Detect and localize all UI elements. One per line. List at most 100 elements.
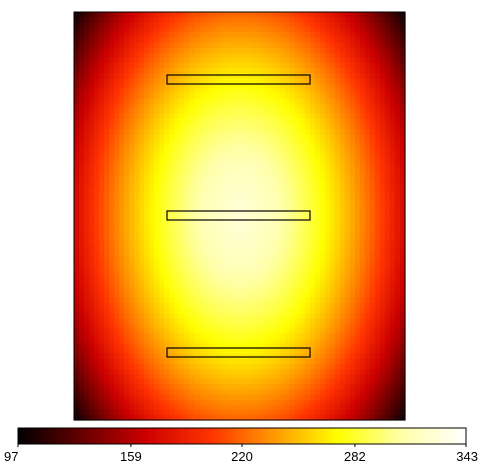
heatmap-cell	[199, 251, 205, 258]
heatmap-cell	[199, 78, 205, 84]
heatmap-cell	[399, 251, 406, 258]
heatmap-cell	[229, 27, 236, 33]
heatmap-cell	[349, 108, 356, 115]
heatmap-cell	[94, 358, 100, 365]
heatmap-cell	[209, 343, 216, 350]
heatmap-cell	[399, 144, 406, 151]
heatmap-cell	[299, 216, 306, 222]
heatmap-cell	[79, 119, 85, 125]
heatmap-cell	[199, 210, 205, 217]
heatmap-cell	[99, 358, 105, 365]
heatmap-cell	[254, 210, 261, 217]
heatmap-cell	[359, 323, 366, 329]
heatmap-cell	[359, 190, 366, 197]
heatmap-cell	[304, 307, 311, 314]
heatmap-cell	[134, 221, 140, 227]
heatmap-cell	[254, 282, 261, 288]
heatmap-cell	[304, 282, 311, 288]
heatmap-cell	[299, 114, 306, 120]
heatmap-cell	[194, 37, 200, 44]
heatmap-cell	[344, 343, 351, 350]
heatmap-cell	[284, 149, 291, 156]
heatmap-cell	[159, 83, 165, 90]
heatmap-cell	[279, 73, 286, 79]
heatmap-cell	[109, 73, 115, 79]
heatmap-cell	[389, 32, 396, 39]
heatmap-cell	[99, 338, 105, 345]
heatmap-cell	[354, 12, 361, 18]
heatmap-cell	[329, 124, 336, 130]
heatmap-cell	[114, 205, 120, 212]
heatmap-cell	[384, 119, 391, 125]
heatmap-cell	[369, 27, 376, 33]
heatmap-cell	[124, 379, 130, 385]
heatmap-cell	[334, 282, 341, 288]
heatmap-cell	[364, 363, 371, 370]
heatmap-cell	[314, 88, 321, 95]
heatmap-cell	[254, 307, 261, 314]
heatmap-cell	[94, 251, 100, 258]
heatmap-cell	[179, 384, 185, 390]
heatmap-cell	[199, 363, 205, 370]
heatmap-cell	[124, 374, 130, 380]
heatmap-cell	[344, 379, 351, 385]
heatmap-cell	[279, 328, 286, 334]
heatmap-cell	[94, 159, 100, 166]
heatmap-cell	[399, 221, 406, 227]
heatmap-cell	[159, 231, 165, 237]
heatmap-cell	[259, 63, 266, 69]
heatmap-cell	[129, 216, 135, 222]
heatmap-cell	[384, 180, 391, 186]
heatmap-cell	[249, 73, 256, 79]
heatmap-cell	[349, 384, 356, 390]
heatmap-cell	[279, 312, 286, 319]
heatmap-cell	[349, 292, 356, 299]
heatmap-cell	[384, 149, 391, 156]
heatmap-cell	[229, 88, 236, 95]
heatmap-cell	[194, 195, 200, 202]
heatmap-cell	[199, 68, 205, 74]
heatmap-cell	[289, 17, 296, 23]
heatmap-cell	[384, 236, 391, 243]
heatmap-cell	[94, 37, 100, 44]
heatmap-cell	[399, 272, 406, 278]
heatmap-cell	[84, 114, 90, 120]
heatmap-cell	[294, 190, 301, 197]
heatmap-cell	[84, 119, 90, 125]
heatmap-cell	[164, 119, 170, 125]
heatmap-cell	[174, 165, 180, 171]
heatmap-cell	[264, 195, 271, 202]
heatmap-cell	[309, 134, 316, 141]
heatmap-cell	[89, 292, 95, 299]
heatmap-cell	[129, 353, 135, 360]
heatmap-cell	[194, 190, 200, 197]
heatmap-cell	[234, 37, 241, 44]
heatmap-cell	[94, 302, 100, 309]
heatmap-cell	[79, 251, 85, 258]
heatmap-cell	[104, 307, 110, 314]
heatmap-cell	[389, 134, 396, 141]
heatmap-cell	[119, 282, 125, 288]
heatmap-cell	[374, 302, 381, 309]
heatmap-cell	[94, 267, 100, 273]
heatmap-cell	[294, 134, 301, 141]
heatmap-cell	[139, 287, 145, 294]
heatmap-cell	[199, 119, 205, 125]
heatmap-cell	[134, 114, 140, 120]
heatmap-cell	[89, 384, 95, 390]
heatmap-cell	[309, 165, 316, 171]
heatmap-cell	[264, 144, 271, 151]
heatmap-cell	[119, 369, 125, 375]
heatmap-cell	[324, 73, 331, 79]
heatmap-cell	[189, 139, 195, 146]
heatmap-cell	[84, 175, 90, 181]
heatmap-cell	[359, 57, 366, 64]
heatmap-cell	[254, 200, 261, 207]
heatmap-cell	[254, 251, 261, 258]
heatmap-cell	[74, 12, 80, 18]
heatmap-cell	[224, 328, 231, 334]
heatmap-cell	[159, 374, 165, 380]
heatmap-cell	[244, 374, 251, 380]
heatmap-cell	[134, 88, 140, 95]
heatmap-cell	[104, 267, 110, 273]
